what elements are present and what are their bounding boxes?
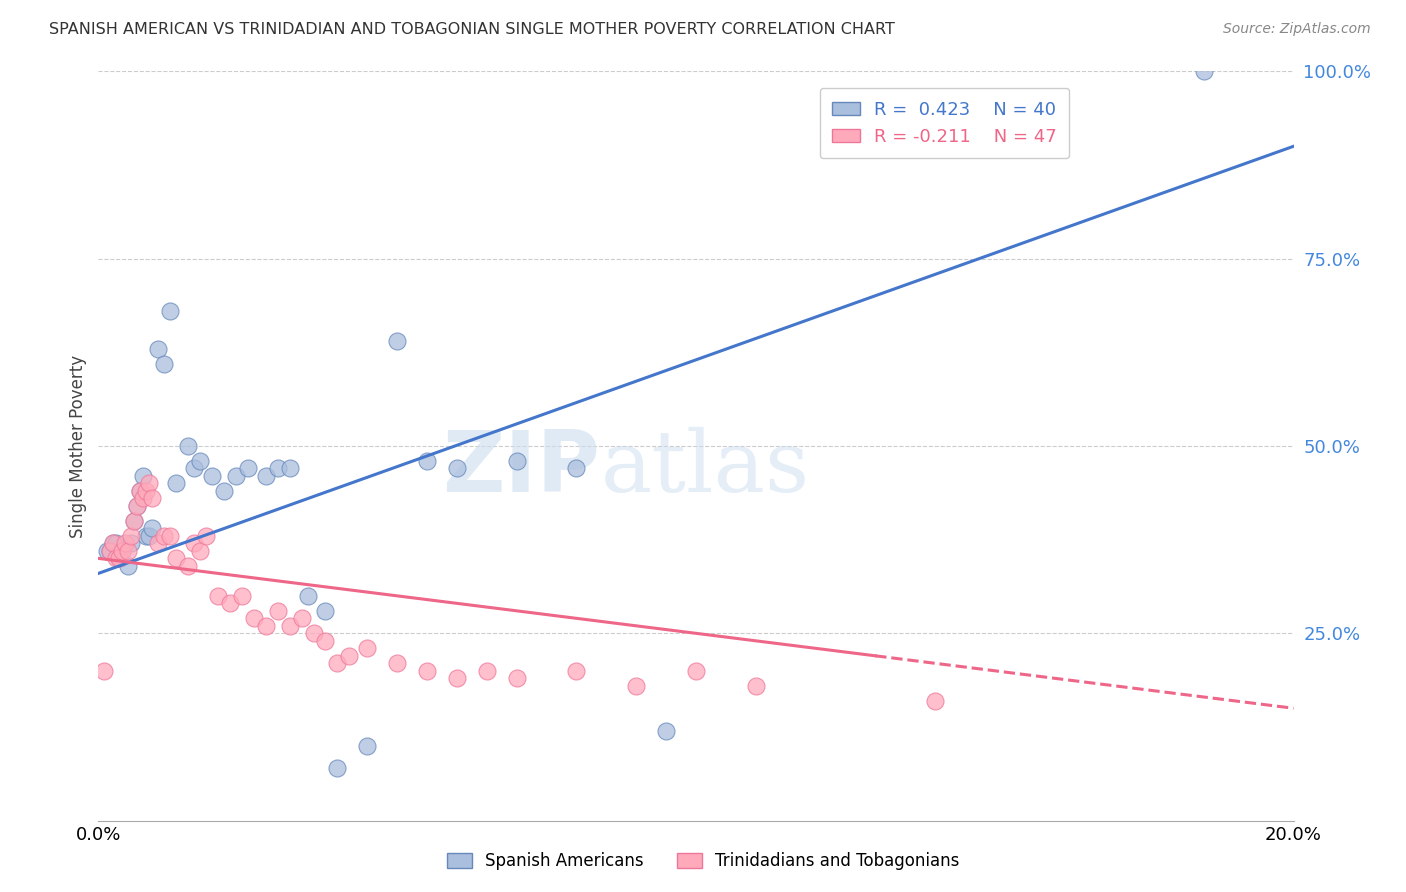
Point bbox=[291, 611, 314, 625]
Legend: R =  0.423    N = 40, R = -0.211    N = 47: R = 0.423 N = 40, R = -0.211 N = 47 bbox=[820, 88, 1070, 158]
Point bbox=[302, 626, 325, 640]
Point bbox=[135, 529, 157, 543]
Point bbox=[148, 536, 170, 550]
Point bbox=[165, 476, 187, 491]
Text: atlas: atlas bbox=[600, 427, 810, 510]
Point bbox=[626, 679, 648, 693]
Point bbox=[129, 483, 152, 498]
Point bbox=[339, 648, 361, 663]
Point bbox=[159, 529, 181, 543]
Point bbox=[111, 544, 134, 558]
Point bbox=[231, 589, 253, 603]
Point bbox=[120, 529, 142, 543]
Point bbox=[103, 536, 125, 550]
Point bbox=[114, 536, 136, 550]
Point bbox=[565, 664, 588, 678]
Point bbox=[98, 544, 122, 558]
Point bbox=[315, 633, 337, 648]
Point bbox=[188, 454, 211, 468]
Point bbox=[565, 461, 588, 475]
Point bbox=[127, 499, 149, 513]
Point bbox=[138, 529, 160, 543]
Point bbox=[117, 558, 139, 573]
Point bbox=[207, 589, 229, 603]
Point bbox=[141, 491, 163, 506]
Point bbox=[148, 342, 170, 356]
Point bbox=[103, 536, 125, 550]
Point bbox=[201, 469, 224, 483]
Point bbox=[225, 469, 247, 483]
Point bbox=[254, 469, 277, 483]
Point bbox=[326, 761, 349, 775]
Point bbox=[195, 529, 218, 543]
Point bbox=[93, 664, 115, 678]
Text: Source: ZipAtlas.com: Source: ZipAtlas.com bbox=[1223, 22, 1371, 37]
Point bbox=[165, 551, 187, 566]
Point bbox=[124, 514, 146, 528]
Point bbox=[159, 304, 181, 318]
Point bbox=[446, 671, 468, 685]
Point bbox=[416, 454, 439, 468]
Legend: Spanish Americans, Trinidadians and Tobagonians: Spanish Americans, Trinidadians and Toba… bbox=[440, 846, 966, 877]
Point bbox=[475, 664, 498, 678]
Point bbox=[117, 544, 139, 558]
Point bbox=[267, 604, 290, 618]
Point bbox=[111, 544, 134, 558]
Point bbox=[188, 544, 211, 558]
Point bbox=[219, 596, 242, 610]
Point bbox=[506, 671, 529, 685]
Point bbox=[183, 461, 205, 475]
Point bbox=[356, 739, 378, 753]
Point bbox=[278, 619, 301, 633]
Point bbox=[96, 544, 118, 558]
Y-axis label: Single Mother Poverty: Single Mother Poverty bbox=[69, 354, 87, 538]
Point bbox=[267, 461, 290, 475]
Point bbox=[416, 664, 439, 678]
Point bbox=[297, 589, 319, 603]
Point bbox=[924, 694, 946, 708]
Text: ZIP: ZIP bbox=[443, 427, 600, 510]
Point bbox=[326, 657, 349, 671]
Point bbox=[108, 551, 131, 566]
Point bbox=[506, 454, 529, 468]
Point bbox=[124, 514, 146, 528]
Point bbox=[105, 551, 128, 566]
Point bbox=[108, 551, 131, 566]
Point bbox=[685, 664, 707, 678]
Point bbox=[177, 558, 200, 573]
Point bbox=[132, 491, 155, 506]
Point bbox=[655, 723, 678, 738]
Point bbox=[135, 483, 157, 498]
Point bbox=[132, 469, 155, 483]
Point bbox=[127, 499, 149, 513]
Point bbox=[1192, 64, 1215, 78]
Point bbox=[183, 536, 205, 550]
Point bbox=[120, 536, 142, 550]
Point bbox=[105, 536, 128, 550]
Point bbox=[446, 461, 468, 475]
Point bbox=[254, 619, 277, 633]
Point bbox=[212, 483, 235, 498]
Point bbox=[98, 544, 122, 558]
Text: SPANISH AMERICAN VS TRINIDADIAN AND TOBAGONIAN SINGLE MOTHER POVERTY CORRELATION: SPANISH AMERICAN VS TRINIDADIAN AND TOBA… bbox=[49, 22, 896, 37]
Point bbox=[236, 461, 259, 475]
Point bbox=[315, 604, 337, 618]
Point bbox=[243, 611, 266, 625]
Point bbox=[278, 461, 301, 475]
Point bbox=[177, 439, 200, 453]
Point bbox=[138, 476, 160, 491]
Point bbox=[153, 357, 176, 371]
Point bbox=[356, 641, 378, 656]
Point bbox=[385, 334, 409, 348]
Point bbox=[153, 529, 176, 543]
Point bbox=[141, 521, 163, 535]
Point bbox=[129, 483, 152, 498]
Point bbox=[745, 679, 768, 693]
Point bbox=[385, 657, 409, 671]
